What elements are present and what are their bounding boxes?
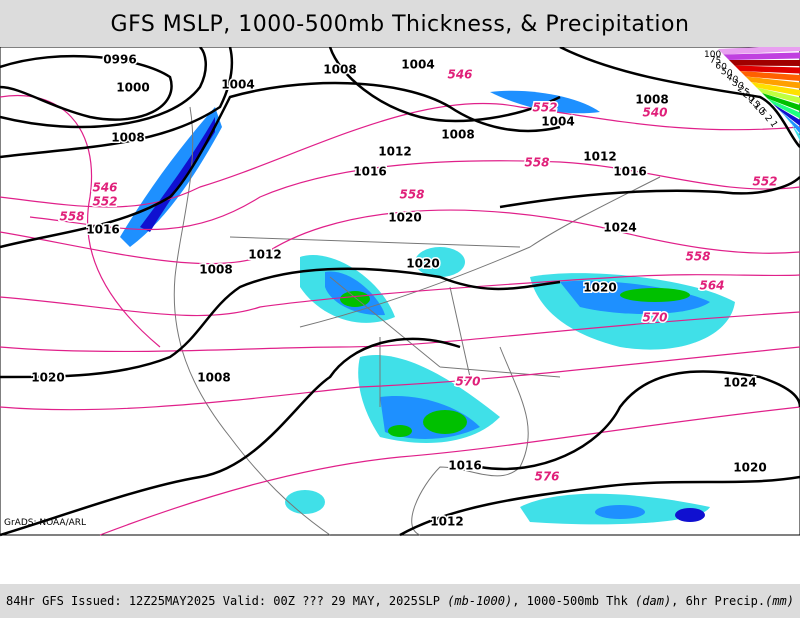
colorbar-label: 30: [730, 78, 745, 92]
thickness-label: 552: [532, 101, 557, 115]
legend-part: (mb-1000): [447, 594, 513, 608]
thickness-label: 546: [92, 181, 117, 195]
title: GFS MSLP, 1000-500mb Thickness, & Precip…: [0, 0, 800, 47]
isobar-label: 1020: [733, 461, 766, 475]
isobar-label: 1016: [353, 165, 386, 179]
thickness-label: 558: [59, 210, 84, 224]
colorbar-label: 25: [736, 84, 751, 98]
colorbar-swatch: [751, 82, 800, 96]
isobar-label: 1012: [430, 515, 463, 529]
thickness-label: 558: [524, 156, 549, 170]
isobar-label: 1008: [441, 128, 474, 142]
isobar-label: 1004: [401, 58, 434, 72]
legend-part: , 1000-500mb Thk: [512, 594, 636, 608]
isobar-label: 1008: [635, 93, 668, 107]
thickness-label: 576: [534, 470, 559, 484]
colorbar-swatch: [745, 76, 800, 89]
isobar-label: 1020: [388, 211, 421, 225]
colorbar-label: 60: [714, 61, 727, 73]
colorbar-label: 2: [762, 113, 773, 123]
legend-part: , 6hr Precip.: [671, 594, 766, 608]
isobar-label: 1020: [31, 371, 64, 385]
isobar-label: 1008: [197, 371, 230, 385]
footer: 84Hr GFS Issued: 12Z25MAY2025 Valid: 00Z…: [0, 584, 800, 618]
colorbar-label: 40: [725, 72, 739, 85]
thickness-label: 552: [752, 175, 777, 189]
colorbar-swatch: [740, 71, 800, 81]
isobar-label: 1004: [221, 78, 254, 92]
thickness-contours: [0, 95, 800, 536]
isobar-label: 1008: [323, 63, 356, 77]
isobar-label: 1012: [583, 150, 616, 164]
colorbar-swatch: [767, 98, 800, 119]
thickness-label: 564: [699, 279, 724, 293]
colorbar-swatch: [734, 65, 800, 74]
colorbar-swatch: [723, 52, 800, 60]
colorbar-label: 100: [704, 50, 721, 60]
isobar-label: 1016: [86, 223, 119, 237]
isobar-label: 1016: [613, 165, 646, 179]
legend-part: (dam): [635, 594, 672, 608]
isobar-label: 1008: [111, 131, 144, 145]
thickness-label: 546: [447, 68, 472, 82]
colorbar-swatch: [718, 47, 800, 55]
thickness-label: 570: [455, 375, 480, 389]
colorbar-swatch: [729, 60, 800, 66]
isobar-label: 1008: [199, 263, 232, 277]
colorbar-swatch: [773, 104, 800, 126]
credit: GrADS: NOAA/ARL: [4, 518, 86, 528]
colorbar-label: 1: [767, 120, 779, 130]
isobar-label: 1024: [723, 376, 756, 390]
isobar-label: 1012: [378, 145, 411, 159]
thickness-label: 540: [642, 106, 667, 120]
run-info: 84Hr GFS Issued: 12Z25MAY2025 Valid: 00Z…: [6, 594, 418, 608]
legend-part: (mm): [765, 594, 794, 608]
thickness-label: 558: [399, 188, 424, 202]
colorbar-label: 50: [720, 67, 734, 80]
isobar-label: 1020: [406, 257, 439, 271]
thickness-label: 558: [685, 250, 710, 264]
isobar-label: 1012: [248, 248, 281, 262]
colorbar-swatch: [756, 87, 800, 104]
isobar-label: 1024: [603, 221, 636, 235]
isobar-label: 1004: [541, 115, 574, 129]
thickness-label: 552: [92, 195, 117, 209]
colorbar-label: 5: [757, 108, 768, 119]
isobar-label: 0996: [103, 53, 136, 67]
thickness-label: 570: [642, 311, 667, 325]
isobar-label: 1000: [116, 81, 149, 95]
isobar-label: 1016: [448, 459, 481, 473]
legend-part: SLP: [418, 594, 448, 608]
colorbar-swatch: [762, 93, 800, 111]
isobars: [0, 47, 800, 537]
field-legend: SLP (mb-1000), 1000-500mb Thk (dam), 6hr…: [418, 584, 794, 618]
colorbar-label: 75: [709, 56, 721, 67]
isobar-label: 1020: [583, 281, 616, 295]
